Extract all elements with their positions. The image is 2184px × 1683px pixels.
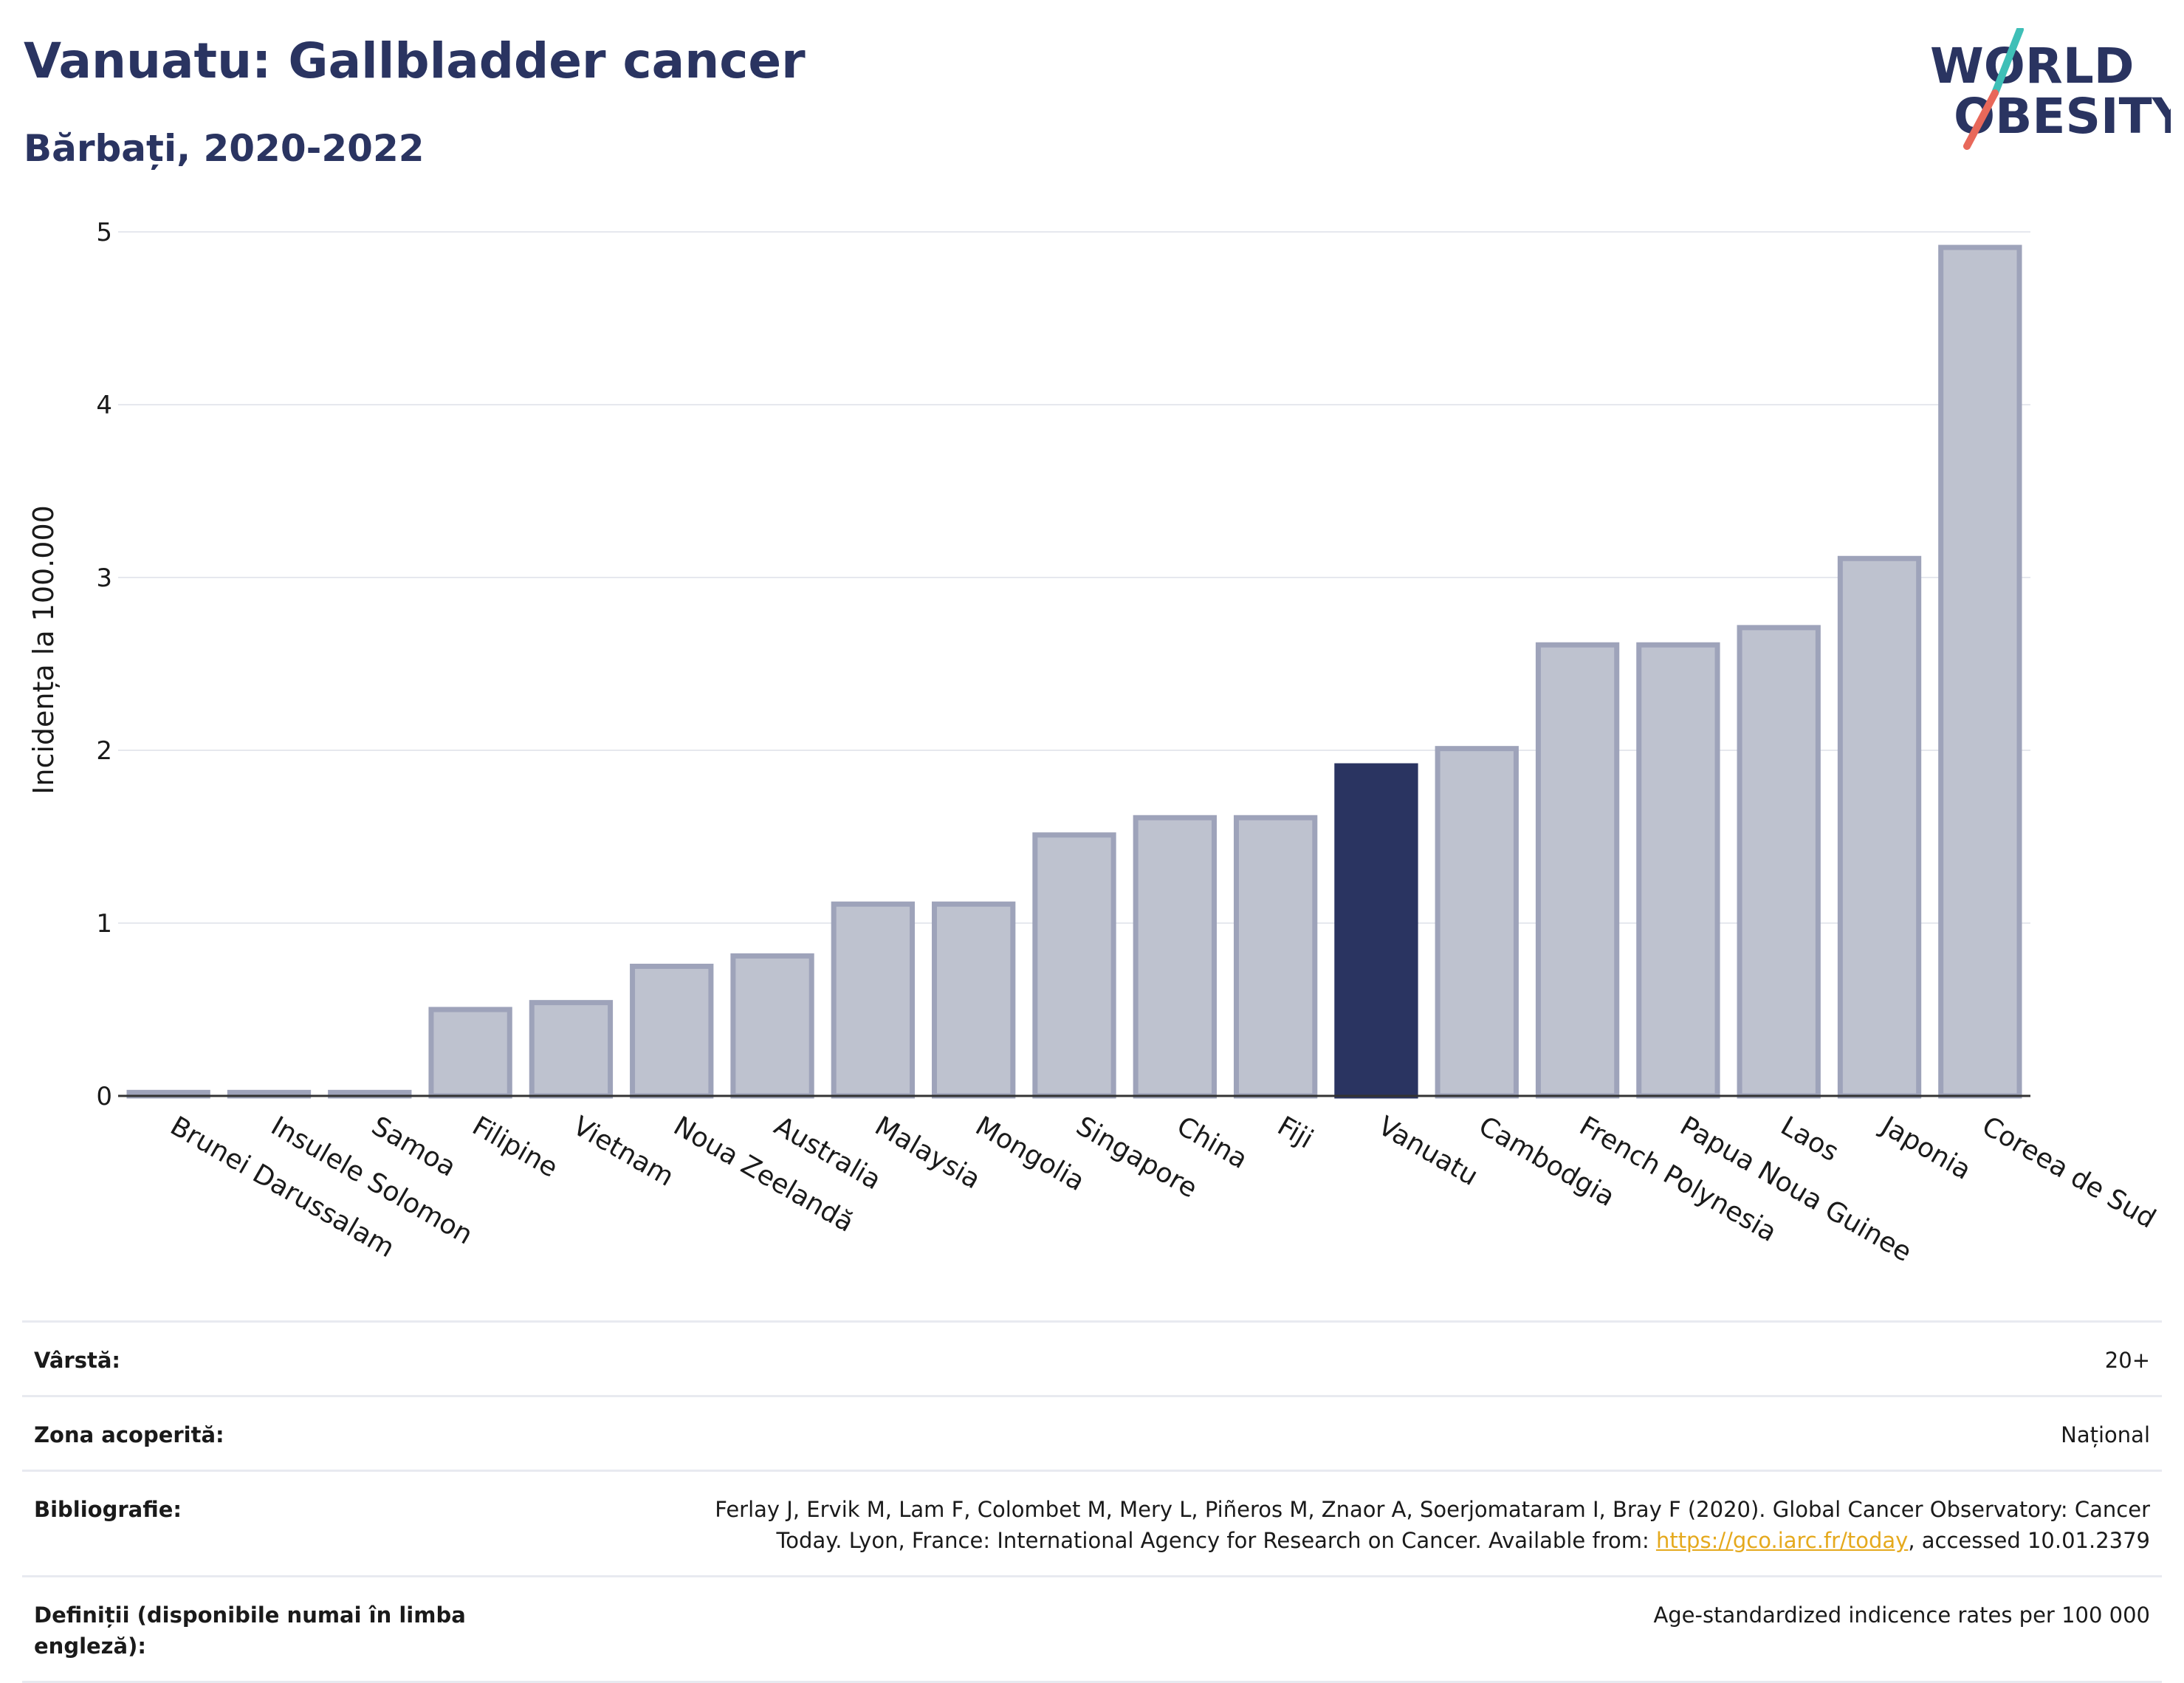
x-tick-label: China [1172,1111,1253,1175]
x-tick-label: Laos [1776,1111,1844,1168]
info-row-area: Zona acoperită: Național [22,1395,2162,1470]
info-label: Zona acoperită: [34,1422,224,1447]
y-tick-label: 1 [96,909,112,939]
chart-subtitle: Bărbați, 2020-2022 [24,127,425,170]
source-link[interactable]: https://gco.iarc.fr/today [1655,1528,1909,1553]
bibliography-line1: Ferlay J, Ervik M, Lam F, Colombet M, Me… [715,1497,2150,1522]
x-tick-label: Noua Zeelandă [668,1111,859,1238]
bar-china [1133,815,1217,1099]
info-value: 20+ [2104,1348,2150,1373]
y-tick-label: 5 [96,218,112,247]
x-tick-label: Japonia [1875,1110,1976,1186]
y-tick-label: 2 [96,736,112,766]
info-row-age: Vârstă: 20+ [22,1320,2162,1395]
x-tick-label: Mongolia [970,1111,1090,1197]
info-table: Vârstă: 20+ Zona acoperită: Național Bib… [22,1320,2162,1683]
info-value: Național [2061,1422,2150,1447]
chart-title: Vanuatu: Gallbladder cancer [24,32,806,89]
world-obesity-logo: WORLD OBESITY [1930,28,2171,150]
bar-papua-noua-guinee [1636,642,1720,1099]
logo-slash-teal [1991,28,2024,97]
x-tick-label: Fiji [1272,1111,1318,1155]
x-tick-label: Vanuatu [1373,1111,1483,1192]
bars [126,244,2022,1099]
info-value: Ferlay J, Ervik M, Lam F, Colombet M, Me… [715,1494,2150,1556]
bar-cambodgia [1435,746,1519,1099]
info-label: Bibliografie: [34,1497,182,1522]
bar-malaysia [831,901,916,1099]
bar-fiji [1233,815,1318,1099]
bar-australia [730,953,814,1099]
bar-japonia [1837,555,1922,1099]
bar-french-polynesia [1535,642,1620,1099]
y-tick-label: 0 [96,1082,112,1111]
bibliography-line2-pre: Today. Lyon, France: International Agenc… [776,1528,1656,1553]
bar-noua-zeeland- [630,964,714,1099]
bar-vanuatu [1334,763,1418,1099]
y-tick-labels: 0 1 2 3 4 5 [96,218,112,1111]
y-tick-label: 3 [96,563,112,593]
bar-mongolia [932,901,1016,1099]
bar-singapore [1032,832,1116,1099]
y-tick-label: 4 [96,391,112,420]
logo-word-world: WORLD [1930,38,2135,95]
info-value: Age-standardized indicence rates per 100… [1653,1603,2150,1628]
y-axis-label: Incidența la 100.000 [27,505,60,795]
info-row-definitions: Definiții (disponibile numai în limba en… [22,1575,2162,1683]
x-tick-label: Coreea de Sud [1977,1111,2160,1234]
bibliography-line2-post: , accessed 10.01.2379 [1908,1528,2150,1553]
logo-slash-red [1963,89,1999,150]
bar-filipine [428,1007,512,1099]
x-tick-label: Malaysia [870,1111,986,1195]
x-tick-label: Vietnam [568,1111,679,1193]
bar-coreea-de-sud [1938,244,2022,1099]
info-label: Vârstă: [34,1348,121,1373]
info-label: Definiții (disponibile numai în limba en… [34,1603,466,1659]
bar-vietnam [529,1000,614,1099]
bar-laos [1737,625,1821,1099]
info-row-bibliography: Bibliografie: Ferlay J, Ervik M, Lam F, … [22,1470,2162,1575]
x-tick-label: Filipine [467,1111,563,1183]
